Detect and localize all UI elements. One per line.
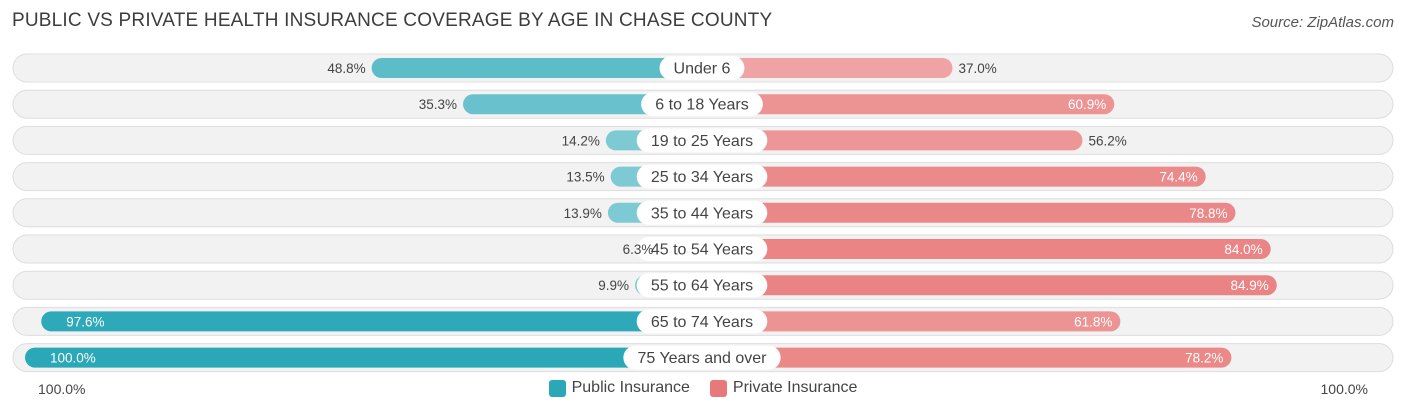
private-value-label: 84.9% — [1230, 278, 1268, 293]
private-bar — [702, 58, 953, 78]
legend-item-private: Private Insurance — [709, 379, 858, 397]
category-label: 35 to 44 Years — [651, 205, 753, 222]
category-label: 19 to 25 Years — [651, 133, 753, 150]
private-value-label: 84.0% — [1224, 242, 1262, 257]
category-pill — [659, 56, 745, 80]
category-label: 6 to 18 Years — [655, 97, 748, 114]
private-bar — [702, 347, 1232, 368]
chart-plot: Under 6 48.8% 37.0% 6 to 18 Years 35.3% 60.9%… — [12, 53, 1394, 373]
category-pill — [636, 128, 768, 153]
legend: Public Insurance Private Insurance — [0, 379, 1406, 397]
private-bar — [702, 311, 1121, 332]
category-label: 45 to 54 Years — [651, 242, 753, 259]
private-value-label: 56.2% — [1088, 133, 1126, 148]
public-value-label: 9.9% — [598, 278, 629, 293]
category-pill — [636, 200, 768, 225]
category-pill — [636, 237, 768, 261]
public-value-label: 6.3% — [623, 242, 654, 257]
axis-right-label: 100.0% — [1320, 381, 1368, 397]
category-label: 55 to 64 Years — [651, 278, 753, 295]
axis-left-label: 100.0% — [38, 381, 86, 397]
category-label: 75 Years and over — [638, 350, 768, 367]
private-value-label: 37.0% — [958, 61, 996, 76]
category-pill — [636, 273, 768, 298]
private-bar — [702, 130, 1083, 151]
public-value-label: 13.9% — [564, 206, 602, 221]
private-bar — [702, 94, 1115, 115]
private-value-label: 60.9% — [1068, 97, 1106, 112]
category-pill — [623, 345, 781, 370]
private-bar — [702, 239, 1271, 259]
category-pill — [636, 164, 768, 189]
public-value-label: 13.5% — [566, 170, 604, 185]
private-value-label: 61.8% — [1074, 314, 1112, 329]
legend-label-public: Public Insurance — [571, 379, 690, 396]
public-bar — [41, 311, 703, 332]
private-bar — [702, 275, 1277, 296]
chart-title: PUBLIC VS PRIVATE HEALTH INSURANCE COVER… — [12, 10, 773, 31]
category-pill — [641, 92, 763, 117]
public-value-label: 48.8% — [327, 61, 365, 76]
private-value-label: 78.2% — [1185, 351, 1223, 366]
legend-label-private: Private Insurance — [732, 379, 858, 396]
public-value-label: 100.0% — [50, 351, 96, 366]
public-value-label: 97.6% — [66, 314, 104, 329]
public-value-label: 35.3% — [419, 97, 457, 112]
public-bar — [371, 58, 702, 78]
category-label: 65 to 74 Years — [651, 314, 753, 331]
private-value-label: 74.4% — [1159, 170, 1197, 185]
legend-item-public: Public Insurance — [548, 379, 690, 397]
private-value-label: 78.8% — [1189, 206, 1227, 221]
private-bar — [702, 166, 1206, 187]
private-bar — [702, 202, 1236, 223]
category-pill — [636, 309, 768, 334]
public-bar — [25, 347, 702, 368]
source-label: Source: ZipAtlas.com — [1251, 14, 1394, 31]
legend-swatch-private — [709, 379, 727, 397]
category-label: Under 6 — [674, 61, 731, 78]
category-label: 25 to 34 Years — [651, 169, 753, 186]
public-value-label: 14.2% — [562, 133, 600, 148]
legend-swatch-public — [548, 379, 566, 397]
